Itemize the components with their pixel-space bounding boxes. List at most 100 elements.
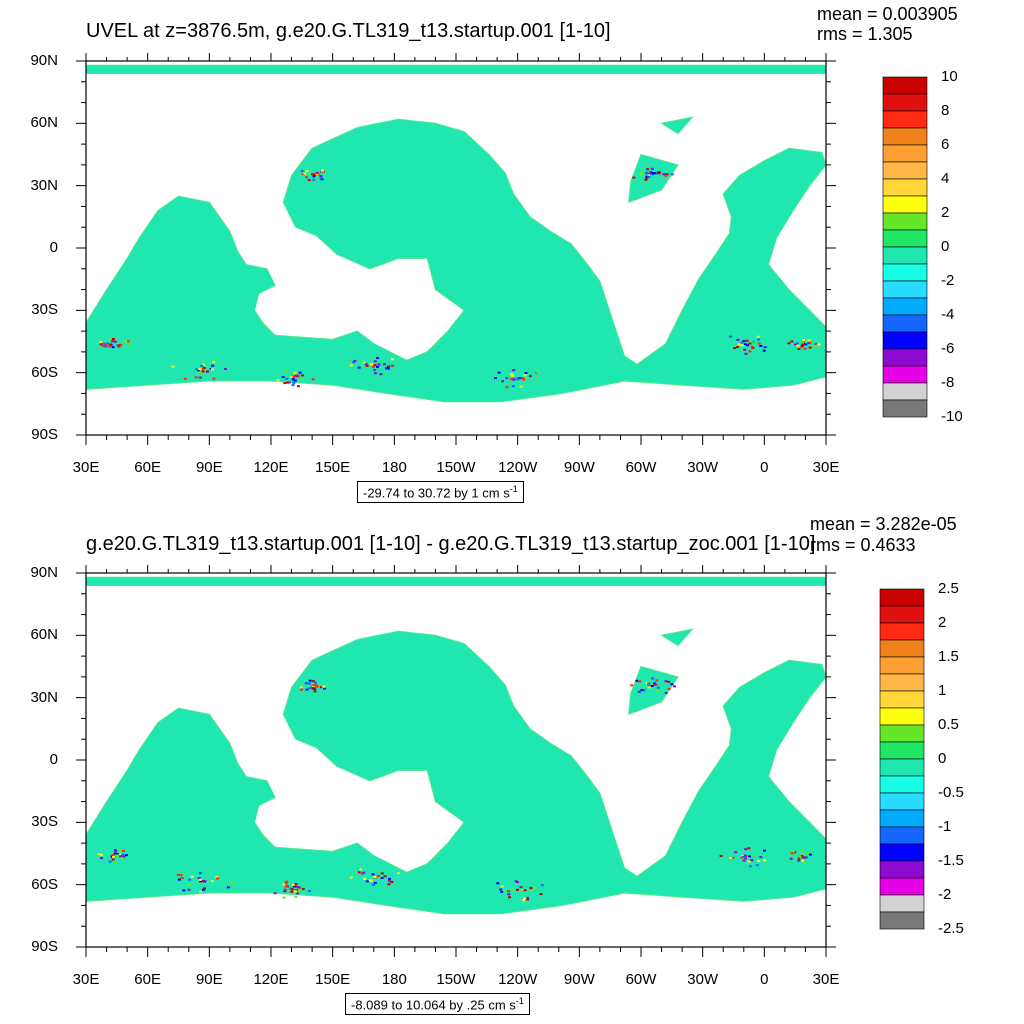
anomaly-cell	[512, 369, 516, 372]
colorbar-label: 1.5	[938, 648, 959, 665]
ocean-region	[660, 628, 694, 647]
range-unit-exponent: -1	[509, 484, 518, 494]
anomaly-cell	[293, 379, 297, 382]
anomaly-cell	[365, 880, 369, 883]
anomaly-cell	[293, 890, 297, 893]
y-tick-label: 30S	[31, 813, 58, 831]
x-tick-label: 30E	[812, 459, 840, 476]
anomaly-cell	[743, 343, 747, 346]
anomaly-cell	[656, 686, 660, 689]
anomaly-cell	[801, 856, 805, 859]
anomaly-cell	[642, 689, 646, 692]
anomaly-cell	[744, 857, 748, 860]
anomaly-cell	[640, 180, 644, 183]
colorbar-swatch	[882, 263, 928, 282]
x-tick-label: 150W	[436, 459, 476, 476]
anomaly-cell	[315, 173, 319, 176]
anomaly-cell	[747, 847, 751, 850]
anomaly-cell	[308, 890, 311, 892]
ocean-region	[85, 576, 827, 586]
x-tick-label: 90E	[195, 971, 223, 988]
anomaly-cell	[386, 365, 390, 368]
anomaly-cell	[198, 368, 202, 371]
anomaly-cell	[651, 677, 655, 680]
colorbar-swatch	[879, 741, 925, 760]
anomaly-cell	[539, 893, 543, 896]
ocean-region	[628, 153, 679, 204]
anomaly-cell	[373, 368, 377, 371]
anomaly-cell	[742, 859, 746, 862]
anomaly-cell	[388, 877, 391, 880]
anomaly-cell	[744, 855, 748, 858]
colorbar-swatch	[882, 365, 928, 384]
plot-panel-uvel: UVEL at z=3876.5m, g.e20.G.TL319_t13.sta…	[30, 4, 963, 504]
anomaly-cell	[112, 855, 115, 858]
anomaly-cell	[301, 888, 305, 891]
anomaly-cell	[179, 874, 183, 877]
colorbar-label: 0	[938, 750, 947, 767]
anomaly-cell	[180, 877, 184, 879]
colorbar-swatch	[879, 588, 925, 607]
anomaly-cell	[795, 342, 799, 345]
anomaly-cell	[291, 378, 295, 381]
anomaly-cell	[733, 347, 737, 350]
anomaly-cell	[797, 348, 801, 351]
anomaly-cell	[171, 365, 175, 368]
anomaly-cell	[202, 367, 206, 369]
anomaly-cell	[314, 177, 318, 180]
anomaly-cell	[800, 849, 804, 852]
anomaly-cell	[311, 687, 315, 690]
anomaly-cell	[632, 176, 636, 179]
anomaly-cell	[203, 880, 207, 883]
anomaly-cell	[512, 377, 516, 380]
anomaly-cell	[729, 856, 733, 859]
anomaly-cell	[756, 335, 760, 338]
anomaly-cell	[800, 345, 804, 348]
anomaly-cell	[357, 366, 361, 369]
anomaly-cell	[312, 174, 316, 176]
anomaly-cell	[635, 679, 639, 682]
anomaly-cell	[383, 363, 386, 366]
anomaly-cell	[523, 897, 527, 900]
anomaly-cell	[651, 173, 655, 176]
anomaly-cell	[670, 173, 674, 176]
anomaly-cell	[195, 368, 198, 371]
anomaly-cell	[515, 881, 519, 884]
anomaly-cell	[512, 378, 516, 381]
colorbar-swatch	[879, 707, 925, 726]
anomaly-cell	[505, 377, 509, 380]
anomaly-cell	[789, 857, 793, 860]
x-tick-label: 30E	[72, 971, 100, 988]
anomaly-cell	[375, 875, 379, 878]
colorbar-swatch	[879, 690, 925, 709]
anomaly-cell	[529, 889, 533, 892]
anomaly-cell	[740, 344, 744, 347]
anomaly-cell	[757, 342, 761, 345]
colorbar-swatch	[879, 724, 925, 743]
anomaly-cell	[745, 339, 749, 342]
anomaly-cell	[291, 883, 295, 886]
anomaly-cell	[357, 871, 361, 874]
anomaly-cell	[528, 374, 532, 377]
anomaly-cell	[118, 853, 122, 855]
anomaly-cell	[757, 860, 761, 862]
anomaly-cell	[313, 172, 317, 175]
anomaly-cell	[373, 364, 377, 367]
colorbar-swatch	[879, 809, 925, 828]
anomaly-cell	[376, 365, 379, 368]
anomaly-cell	[104, 344, 108, 347]
plot-panel-difference: g.e20.G.TL319_t13.startup.001 [1-10] - g…	[0, 512, 1024, 1024]
anomaly-cell	[742, 340, 746, 343]
anomaly-cell	[190, 875, 194, 878]
anomaly-cell	[177, 878, 181, 881]
anomaly-cell	[520, 377, 524, 379]
anomaly-cell	[198, 372, 202, 375]
anomaly-cell	[497, 371, 501, 374]
anomaly-cell	[113, 849, 117, 852]
anomaly-cell	[281, 376, 285, 379]
anomaly-cell	[308, 686, 312, 689]
x-tick-label: 120W	[498, 459, 538, 476]
anomaly-cell	[188, 878, 192, 881]
anomaly-cell	[315, 684, 319, 687]
x-tick-label: 0	[760, 459, 769, 476]
